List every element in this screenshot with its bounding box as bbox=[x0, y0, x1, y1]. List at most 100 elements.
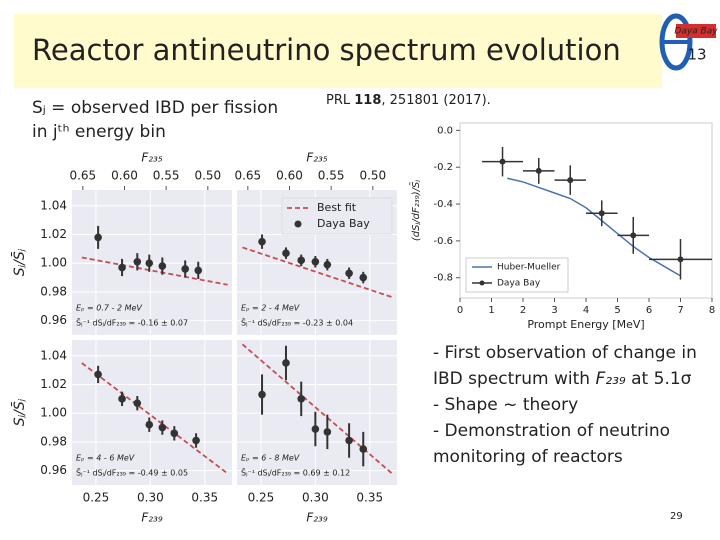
x-tick-label: 0 bbox=[457, 305, 463, 316]
top-tick-label: 0.65 bbox=[234, 169, 261, 183]
bullet-line: IBD spectrum with F₂₃₉ at 5.1σ bbox=[433, 369, 692, 389]
reference-rest: , 251801 (2017). bbox=[381, 93, 490, 108]
panel-background bbox=[72, 340, 232, 485]
definition-line: in jᵗʰ energy bin bbox=[32, 122, 166, 142]
y-tick-label: -0.2 bbox=[433, 162, 453, 173]
x-tick-label: 4 bbox=[583, 305, 589, 316]
top-tick-label: 0.55 bbox=[153, 169, 180, 183]
y-tick-label: 0.0 bbox=[437, 125, 453, 136]
bullet-text: - Shape ~ theory bbox=[433, 395, 578, 415]
fit-line bbox=[81, 256, 228, 286]
fit-line bbox=[81, 362, 229, 475]
y-tick-label: 1.04 bbox=[40, 348, 67, 362]
x-axis-title: F₂₃₉ bbox=[306, 511, 328, 525]
y-tick-label: 0.96 bbox=[40, 313, 67, 327]
data-point bbox=[323, 428, 332, 436]
bullet-text: - Demonstration of neutrino bbox=[433, 421, 670, 441]
data-point bbox=[170, 429, 179, 438]
bullet-line: - Demonstration of neutrino bbox=[433, 421, 670, 441]
y-axis-title: (dSⱼ/dF₂₃₉)/S̄ⱼ bbox=[409, 180, 422, 241]
x-axis-title: F₂₃₉ bbox=[141, 511, 163, 525]
bullet-text: - First observation of change in bbox=[433, 343, 697, 363]
data-point bbox=[345, 269, 353, 278]
data-point bbox=[282, 249, 290, 257]
data-point bbox=[535, 167, 542, 174]
data-point bbox=[94, 233, 102, 242]
data-point bbox=[181, 265, 189, 273]
data-point bbox=[158, 423, 167, 432]
data-point bbox=[118, 395, 126, 403]
data-point bbox=[359, 445, 368, 453]
legend-label: Daya Bay bbox=[317, 217, 370, 230]
x-tick-label: 7 bbox=[677, 305, 683, 316]
data-point bbox=[297, 395, 306, 403]
data-point bbox=[630, 232, 637, 239]
panel-background bbox=[237, 340, 397, 485]
fit-line bbox=[241, 343, 395, 476]
x-axis-title: Prompt Energy [MeV] bbox=[527, 318, 644, 331]
y-tick-label: 1.04 bbox=[40, 198, 67, 212]
data-point bbox=[118, 263, 126, 272]
logo: Daya Bay 13 bbox=[659, 13, 718, 71]
y-tick-label: -0.4 bbox=[433, 199, 453, 210]
energy-range: Eₚ = 0.7 - 2 MeV bbox=[76, 304, 142, 313]
data-point bbox=[192, 436, 200, 445]
y-tick-label: -0.6 bbox=[433, 236, 453, 247]
energy-range: Eₚ = 4 - 6 MeV bbox=[76, 454, 135, 463]
data-point bbox=[258, 390, 266, 399]
y-tick-label: 1.02 bbox=[40, 227, 67, 241]
bullet-line: - First observation of change in bbox=[433, 343, 697, 363]
reference-volume: 118 bbox=[354, 93, 381, 108]
energy-range: Eₚ = 6 - 8 MeV bbox=[241, 454, 300, 463]
slide-title: Reactor antineutrino spectrum evolution bbox=[32, 33, 621, 67]
y-axis-title: Sⱼ/S̄ⱼ bbox=[10, 398, 28, 426]
data-point bbox=[133, 399, 142, 407]
top-tick-label: 0.50 bbox=[194, 169, 221, 183]
reference-journal: PRL bbox=[326, 93, 354, 108]
bullet-text: monitoring of reactors bbox=[433, 447, 623, 467]
data-point bbox=[323, 260, 332, 269]
slope-result: S̄ⱼ⁻¹ dSⱼ/dF₂₃₉ = -0.23 ± 0.04 bbox=[241, 317, 353, 327]
y-tick-label: 1.00 bbox=[40, 256, 67, 270]
y-tick-label: 1.02 bbox=[40, 377, 67, 391]
y-tick-label: 0.98 bbox=[40, 434, 67, 448]
energy-range: Eₚ = 2 - 4 MeV bbox=[241, 304, 300, 313]
slope-result: S̄ⱼ⁻¹ dSⱼ/dF₂₃₉ = 0.69 ± 0.12 bbox=[241, 467, 350, 477]
x-tick-label: 0.25 bbox=[83, 491, 110, 505]
data-point bbox=[133, 257, 142, 266]
bullet-text: F₂₃₉ bbox=[596, 369, 626, 389]
y-tick-label: -0.8 bbox=[433, 273, 453, 284]
x-tick-label: 0.25 bbox=[248, 491, 275, 505]
legend-box bbox=[465, 257, 569, 293]
x-tick-label: 1 bbox=[488, 305, 494, 316]
x-tick-label: 0.30 bbox=[302, 491, 329, 505]
data-point bbox=[94, 370, 102, 379]
reference: PRL 118, 251801 (2017). bbox=[326, 93, 491, 108]
legend-swatch bbox=[479, 280, 485, 286]
data-point bbox=[297, 256, 306, 265]
data-point bbox=[499, 158, 506, 165]
legend-label: Best fit bbox=[317, 201, 357, 214]
bullet-line: - Shape ~ theory bbox=[433, 395, 578, 415]
data-point bbox=[282, 359, 290, 367]
y-tick-label: 0.96 bbox=[40, 463, 67, 477]
data-point bbox=[345, 436, 353, 445]
x-tick-label: 0.30 bbox=[137, 491, 164, 505]
top-tick-label: 0.65 bbox=[69, 169, 96, 183]
slope-result: S̄ⱼ⁻¹ dSⱼ/dF₂₃₉ = -0.49 ± 0.05 bbox=[76, 467, 188, 477]
top-axis-title: F₂₃₅ bbox=[306, 151, 328, 165]
x-tick-label: 0.35 bbox=[356, 491, 383, 505]
top-tick-label: 0.60 bbox=[276, 169, 303, 183]
legend-box bbox=[281, 197, 393, 235]
logo-box bbox=[676, 24, 716, 38]
x-tick-label: 2 bbox=[520, 305, 526, 316]
y-tick-label: 0.98 bbox=[40, 284, 67, 298]
legend-label: Huber-Mueller bbox=[497, 263, 561, 273]
x-tick-label: 6 bbox=[646, 305, 652, 316]
bullet-line: monitoring of reactors bbox=[433, 447, 623, 467]
y-axis-title: Sⱼ/S̄ⱼ bbox=[10, 248, 28, 276]
data-point bbox=[598, 210, 605, 217]
title-banner bbox=[14, 14, 662, 88]
legend-swatch bbox=[294, 220, 302, 228]
data-point bbox=[258, 237, 266, 246]
